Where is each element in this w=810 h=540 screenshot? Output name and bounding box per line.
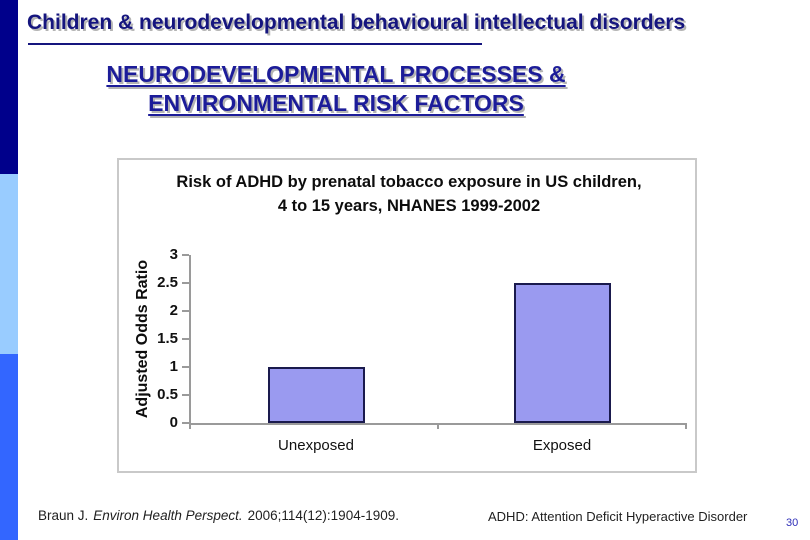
x-axis-tick xyxy=(685,423,687,429)
slide-title: Children & neurodevelopmental behavioura… xyxy=(27,11,686,34)
y-axis-tick xyxy=(182,254,189,256)
category-label: Unexposed xyxy=(278,437,354,454)
citation-journal: Environ Health Perspect. xyxy=(93,508,243,523)
plot-area: 0 0.5 1 1.5 2 2.5 3 Unexposed Exposed xyxy=(119,160,695,471)
accent-bar-middle xyxy=(0,174,18,354)
chart-title: Risk of ADHD by prenatal tobacco exposur… xyxy=(176,173,642,215)
accent-bar-top xyxy=(0,0,18,174)
y-axis-tick xyxy=(182,394,189,396)
y-axis-tick-label: 2.5 xyxy=(157,274,178,291)
citation-rest: 2006;114(12):1904-1909. xyxy=(247,508,399,523)
category-label: Exposed xyxy=(532,437,592,454)
page-number: 30 xyxy=(786,517,799,529)
y-axis-tick-label: 2 xyxy=(169,302,178,319)
bar-exposed xyxy=(513,283,611,423)
bar-chart: Risk of ADHD by prenatal tobacco exposur… xyxy=(117,158,697,473)
citation: Braun J. Environ Health Perspect. 2006;114… xyxy=(38,508,399,523)
y-axis-tick-label: 1 xyxy=(169,358,178,375)
adhd-footnote: ADHD: Attention Deficit Hyperactive Diso… xyxy=(488,509,748,524)
slide-subtitle: NEURODEVELOPMENTAL PROCESSES & ENVIRONME… xyxy=(36,60,636,118)
title-underline-rule xyxy=(28,43,482,45)
y-axis-tick-label: 1.5 xyxy=(157,330,178,347)
bar-unexposed xyxy=(267,367,365,423)
y-axis-tick xyxy=(182,310,189,312)
y-axis-tick xyxy=(182,338,189,340)
x-axis-tick xyxy=(437,423,439,429)
accent-bar-bottom xyxy=(0,354,18,540)
x-axis-tick xyxy=(189,423,191,429)
y-axis-tick xyxy=(182,282,189,284)
citation-author: Braun J. xyxy=(38,508,89,523)
y-axis-line xyxy=(189,255,191,424)
subtitle-line-1: NEURODEVELOPMENTAL PROCESSES & xyxy=(106,61,566,87)
y-axis-tick-label: 3 xyxy=(169,246,178,263)
subtitle-line-2: ENVIRONMENTAL RISK FACTORS xyxy=(148,90,524,116)
y-axis-tick-label: 0.5 xyxy=(157,386,178,403)
y-axis-tick xyxy=(182,366,189,368)
y-axis-tick xyxy=(182,422,189,424)
y-axis-tick-label: 0 xyxy=(169,414,178,431)
